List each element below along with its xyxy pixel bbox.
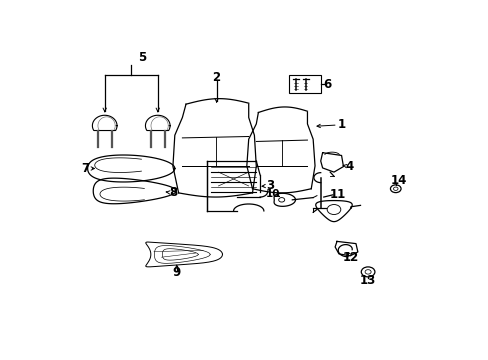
Text: 9: 9 (172, 266, 181, 279)
Text: 1: 1 (337, 118, 345, 131)
Text: 10: 10 (265, 189, 279, 199)
Text: 4: 4 (345, 160, 352, 173)
Text: 2: 2 (212, 71, 220, 84)
Bar (288, 75, 320, 93)
Text: 14: 14 (389, 174, 406, 187)
Text: 13: 13 (359, 274, 375, 287)
Text: 11: 11 (329, 188, 345, 201)
Text: 7: 7 (81, 162, 89, 175)
Text: 6: 6 (323, 78, 330, 91)
Text: 12: 12 (342, 251, 358, 264)
Text: 3: 3 (265, 179, 274, 193)
Text: 5: 5 (138, 50, 146, 64)
Text: 8: 8 (168, 186, 177, 199)
